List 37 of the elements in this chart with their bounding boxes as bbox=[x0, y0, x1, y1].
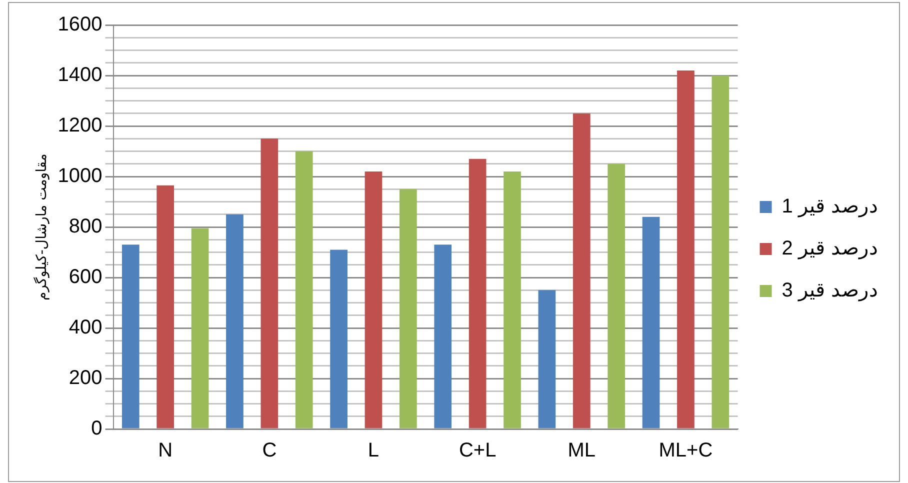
x-tick-label: N bbox=[158, 440, 173, 462]
bar bbox=[260, 138, 278, 428]
legend-label: درصد قیر 1 bbox=[782, 196, 878, 218]
bar bbox=[295, 151, 313, 428]
y-tick-label: 1600 bbox=[58, 14, 102, 36]
bar bbox=[364, 171, 382, 428]
y-tick-label: 800 bbox=[68, 216, 102, 238]
bar bbox=[156, 185, 174, 428]
bar bbox=[400, 189, 417, 428]
bar bbox=[434, 244, 452, 428]
x-tick-label: C bbox=[262, 440, 277, 462]
y-tick-label: 200 bbox=[68, 367, 102, 390]
bar bbox=[677, 70, 694, 428]
legend-label: درصد قیر 3 bbox=[782, 280, 878, 302]
bar bbox=[712, 76, 730, 428]
x-tick-label: ML+C bbox=[658, 440, 713, 462]
y-tick-label: 1200 bbox=[58, 114, 102, 137]
bar bbox=[504, 171, 521, 428]
bar bbox=[608, 164, 626, 428]
bar bbox=[330, 250, 348, 428]
x-tick-label: L bbox=[368, 440, 380, 462]
bar bbox=[191, 228, 209, 428]
y-tick-label: 0 bbox=[91, 418, 102, 440]
bar bbox=[538, 290, 556, 428]
bar bbox=[122, 244, 140, 428]
bar bbox=[468, 158, 486, 428]
y-tick-label: 1000 bbox=[58, 165, 102, 188]
legend-label: درصد قیر 2 bbox=[782, 238, 878, 260]
x-tick-label: ML bbox=[568, 440, 596, 462]
y-tick-label: 1400 bbox=[58, 64, 102, 86]
x-tick-label: C+L bbox=[458, 440, 496, 462]
y-tick-label: 600 bbox=[68, 266, 102, 288]
y-tick-label: 400 bbox=[68, 316, 102, 339]
bar bbox=[226, 214, 244, 428]
bar bbox=[572, 113, 590, 428]
bar bbox=[642, 216, 660, 428]
y-axis-title: مقاومت مارشال-کیلوگرم bbox=[33, 154, 50, 300]
